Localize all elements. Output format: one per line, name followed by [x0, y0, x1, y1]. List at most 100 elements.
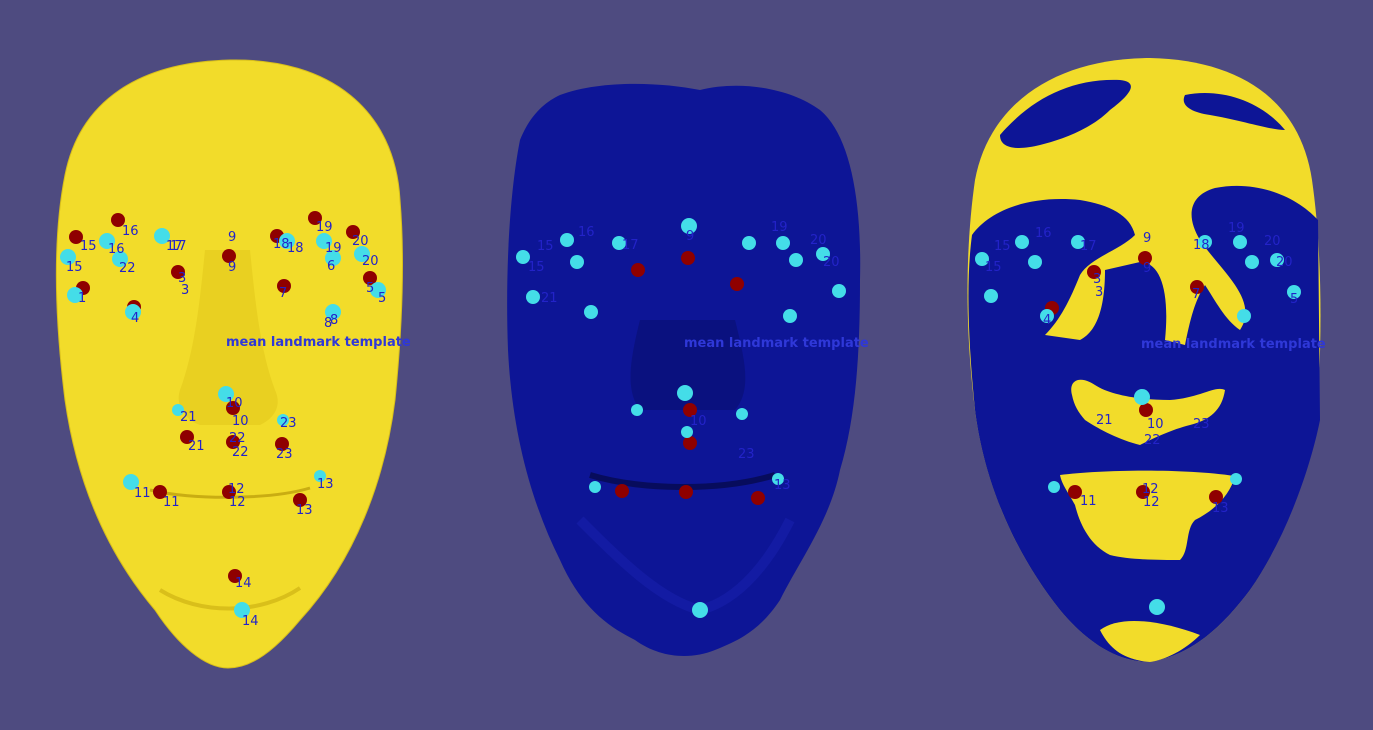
landmark-label: 19: [316, 220, 333, 235]
template-landmark[interactable]: [180, 430, 194, 444]
landmark-label: 10: [1147, 417, 1164, 432]
template-landmark[interactable]: [1068, 485, 1082, 499]
landmark-label: 11: [134, 486, 151, 501]
template-landmark[interactable]: [111, 213, 125, 227]
scan-landmark[interactable]: [125, 304, 141, 320]
template-landmark[interactable]: [1138, 251, 1152, 265]
landmark-label: 17: [170, 239, 187, 254]
scan-landmark[interactable]: [325, 250, 341, 266]
template-landmark[interactable]: [346, 225, 360, 239]
scan-landmark[interactable]: [776, 236, 790, 250]
scan-landmark[interactable]: [789, 253, 803, 267]
template-landmark[interactable]: [171, 265, 185, 279]
template-landmark[interactable]: [631, 263, 645, 277]
scan-landmark[interactable]: [112, 251, 128, 267]
scan-landmark[interactable]: [570, 255, 584, 269]
template-landmark[interactable]: [1087, 265, 1101, 279]
scan-landmark[interactable]: [154, 228, 170, 244]
scan-landmark[interactable]: [279, 233, 295, 249]
scan-landmark[interactable]: [589, 481, 601, 493]
template-landmark[interactable]: [228, 569, 242, 583]
scan-landmark[interactable]: [681, 426, 693, 438]
scan-landmark[interactable]: [1233, 235, 1247, 249]
scan-landmark[interactable]: [1134, 389, 1150, 405]
template-landmark[interactable]: [226, 435, 240, 449]
scan-landmark[interactable]: [234, 602, 250, 618]
scan-landmark[interactable]: [60, 249, 76, 265]
template-landmark[interactable]: [293, 493, 307, 507]
template-landmark[interactable]: [69, 230, 83, 244]
scan-landmark[interactable]: [681, 218, 697, 234]
template-landmark[interactable]: [751, 491, 765, 505]
landmark-label: 3: [1093, 272, 1101, 287]
scan-landmark[interactable]: [677, 385, 693, 401]
scan-landmark[interactable]: [67, 287, 83, 303]
scan-landmark[interactable]: [370, 282, 386, 298]
scan-landmark[interactable]: [742, 236, 756, 250]
scan-landmark[interactable]: [277, 414, 289, 426]
template-landmark[interactable]: [679, 485, 693, 499]
scan-landmark[interactable]: [172, 404, 184, 416]
scan-landmark[interactable]: [975, 252, 989, 266]
template-landmark[interactable]: [275, 437, 289, 451]
scan-landmark[interactable]: [560, 233, 574, 247]
scan-landmark[interactable]: [612, 236, 626, 250]
template-landmark[interactable]: [222, 485, 236, 499]
scan-landmark[interactable]: [218, 386, 234, 402]
template-landmark[interactable]: [153, 485, 167, 499]
scan-landmark[interactable]: [1015, 235, 1029, 249]
scan-mouth-shadow: [589, 472, 776, 490]
scan-landmark[interactable]: [1245, 255, 1259, 269]
template-landmark[interactable]: [1190, 280, 1204, 294]
scan-landmark[interactable]: [631, 404, 643, 416]
scan-landmark[interactable]: [1028, 255, 1042, 269]
scan-landmark[interactable]: [325, 304, 341, 320]
scan-landmark[interactable]: [516, 250, 530, 264]
scan-landmark[interactable]: [1237, 309, 1251, 323]
template-landmark[interactable]: [226, 401, 240, 415]
landmark-label: 12: [1143, 495, 1160, 510]
scan-landmark[interactable]: [1270, 253, 1284, 267]
scan-landmark[interactable]: [984, 289, 998, 303]
scan-landmark[interactable]: [692, 602, 708, 618]
scan-landmark[interactable]: [1287, 285, 1301, 299]
scan-landmark[interactable]: [1198, 235, 1212, 249]
template-landmark[interactable]: [1139, 403, 1153, 417]
scan-landmark[interactable]: [123, 474, 139, 490]
scan-landmark[interactable]: [99, 233, 115, 249]
template-landmark[interactable]: [363, 271, 377, 285]
scan-landmark[interactable]: [736, 408, 748, 420]
scan-landmark[interactable]: [526, 290, 540, 304]
landmark-label: 6: [327, 259, 335, 274]
scan-landmarks: [516, 218, 846, 618]
scan-landmark[interactable]: [816, 247, 830, 261]
scan-landmark[interactable]: [783, 309, 797, 323]
scan-landmark[interactable]: [584, 305, 598, 319]
landmark-label: 12: [228, 482, 245, 497]
template-landmark[interactable]: [683, 403, 697, 417]
scan-landmark[interactable]: [316, 233, 332, 249]
template-landmark[interactable]: [681, 251, 695, 265]
overlay-forehead-blue-right: [1183, 93, 1285, 130]
template-landmark[interactable]: [308, 211, 322, 225]
template-landmark[interactable]: [683, 436, 697, 450]
scan-landmark[interactable]: [314, 470, 326, 482]
template-landmark[interactable]: [1136, 485, 1150, 499]
scan-landmark[interactable]: [772, 473, 784, 485]
landmark-label: 3: [178, 271, 186, 286]
scan-landmark[interactable]: [832, 284, 846, 298]
landmark-label: 15: [537, 239, 554, 254]
scan-landmark[interactable]: [354, 246, 370, 262]
scan-landmark[interactable]: [1040, 309, 1054, 323]
template-landmark[interactable]: [730, 277, 744, 291]
scan-landmark[interactable]: [1071, 235, 1085, 249]
scan-landmark[interactable]: [1048, 481, 1060, 493]
template-landmark[interactable]: [615, 484, 629, 498]
template-landmark[interactable]: [222, 249, 236, 263]
scan-landmark[interactable]: [1230, 473, 1242, 485]
template-landmark[interactable]: [1209, 490, 1223, 504]
template-landmark[interactable]: [277, 279, 291, 293]
scan-landmark[interactable]: [1149, 599, 1165, 615]
landmark-label: 4: [131, 311, 139, 326]
